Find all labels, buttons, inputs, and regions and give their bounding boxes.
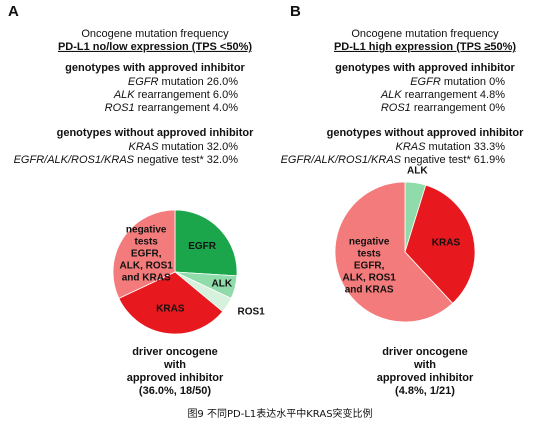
kind: negative test* bbox=[404, 154, 471, 166]
gene: ALK bbox=[380, 89, 402, 101]
chart-title: Oncogene mutation frequency bbox=[351, 28, 499, 40]
slice-label: tests bbox=[135, 236, 159, 247]
slice-label: ALK bbox=[212, 279, 233, 290]
genotype-row: ROS1 rearrangement 0% bbox=[381, 102, 505, 114]
value-label: 4.0% bbox=[213, 102, 238, 114]
genotype-row: ALK rearrangement 6.0% bbox=[113, 89, 238, 101]
slice-label: tests bbox=[357, 249, 381, 260]
slice-label: ALK, ROS1 bbox=[120, 260, 174, 271]
genotype-row: EGFR mutation 26.0% bbox=[128, 76, 238, 88]
kind: mutation bbox=[429, 141, 471, 153]
group-title: genotypes with approved inhibitor bbox=[65, 62, 245, 74]
gene: ROS1 bbox=[105, 102, 135, 114]
kind: negative test* bbox=[137, 154, 204, 166]
gene: EGFR/ALK/ROS1/KRAS bbox=[14, 154, 135, 166]
slice-label: ALK bbox=[407, 166, 428, 177]
kind: mutation bbox=[444, 76, 486, 88]
genotype-row: EGFR/ALK/ROS1/KRAS negative test* 61.9% bbox=[281, 154, 506, 166]
gene: ALK bbox=[113, 89, 135, 101]
footer: with bbox=[413, 359, 436, 371]
value-label: 0% bbox=[489, 102, 505, 114]
footer: driver oncogene bbox=[132, 346, 218, 358]
gene: KRAS bbox=[129, 141, 160, 153]
group-title: genotypes without approved inhibitor bbox=[57, 127, 254, 139]
genotype-row: EGFR mutation 0% bbox=[410, 76, 505, 88]
footer: approved inhibitor bbox=[127, 372, 224, 384]
pie-slice bbox=[334, 181, 454, 323]
slice-label: KRAS bbox=[156, 304, 185, 315]
group-title: genotypes with approved inhibitor bbox=[335, 62, 515, 74]
slice-label: EGFR, bbox=[354, 261, 385, 272]
slice-label: ROS1 bbox=[237, 306, 265, 317]
slice-label: and KRAS bbox=[345, 285, 394, 296]
pie-slice bbox=[174, 209, 238, 277]
pie-slice bbox=[404, 184, 476, 304]
chart-title: Oncogene mutation frequency bbox=[81, 28, 229, 40]
genotype-row: KRAS mutation 33.3% bbox=[396, 141, 506, 153]
genotype-row: KRAS mutation 32.0% bbox=[129, 141, 239, 153]
slice-label: EGFR, bbox=[131, 248, 162, 259]
value-label: 26.0% bbox=[207, 76, 238, 88]
genotype-row: ROS1 rearrangement 4.0% bbox=[105, 102, 239, 114]
value-label: 32.0% bbox=[207, 154, 238, 166]
value-label: 61.9% bbox=[474, 154, 505, 166]
kind: rearrangement bbox=[405, 89, 477, 101]
gene: KRAS bbox=[396, 141, 427, 153]
gene: EGFR bbox=[128, 76, 159, 88]
kind: mutation bbox=[162, 76, 204, 88]
footer: approved inhibitor bbox=[377, 372, 474, 384]
kind: mutation bbox=[162, 141, 204, 153]
slice-label: EGFR bbox=[188, 241, 217, 252]
value-label: 4.8% bbox=[480, 89, 505, 101]
panel-label: B bbox=[290, 3, 301, 20]
gene: ROS1 bbox=[381, 102, 411, 114]
gene: EGFR bbox=[410, 76, 441, 88]
kind: rearrangement bbox=[138, 102, 210, 114]
footer: with bbox=[163, 359, 186, 371]
gene: EGFR/ALK/ROS1/KRAS bbox=[281, 154, 402, 166]
value-label: 32.0% bbox=[207, 141, 238, 153]
slice-label: and KRAS bbox=[122, 272, 171, 283]
kind: rearrangement bbox=[138, 89, 210, 101]
slice-label: negative bbox=[126, 224, 167, 235]
genotype-row: EGFR/ALK/ROS1/KRAS negative test* 32.0% bbox=[14, 154, 239, 166]
value-label: 0% bbox=[489, 76, 505, 88]
pie-slice bbox=[118, 271, 224, 335]
value-label: 6.0% bbox=[213, 89, 238, 101]
chart-subtitle: PD-L1 no/low expression (TPS <50%) bbox=[58, 41, 252, 53]
footer: (4.8%, 1/21) bbox=[395, 385, 455, 397]
value-label: 33.3% bbox=[474, 141, 505, 153]
pie-slice bbox=[112, 209, 176, 299]
slice-label: KRAS bbox=[432, 237, 461, 248]
group-title: genotypes without approved inhibitor bbox=[327, 127, 524, 139]
footer: driver oncogene bbox=[382, 346, 468, 358]
chart-subtitle: PD-L1 high expression (TPS ≥50%) bbox=[334, 41, 516, 53]
kind: rearrangement bbox=[414, 102, 486, 114]
slice-label: negative bbox=[349, 237, 390, 248]
slice-label: ALK, ROS1 bbox=[342, 273, 396, 284]
footer: (36.0%, 18/50) bbox=[139, 385, 211, 397]
caption: 图9 不同PD-L1表达水平中KRAS突变比例 bbox=[187, 407, 372, 420]
genotype-row: ALK rearrangement 4.8% bbox=[380, 89, 505, 101]
panel-label: A bbox=[8, 3, 19, 20]
